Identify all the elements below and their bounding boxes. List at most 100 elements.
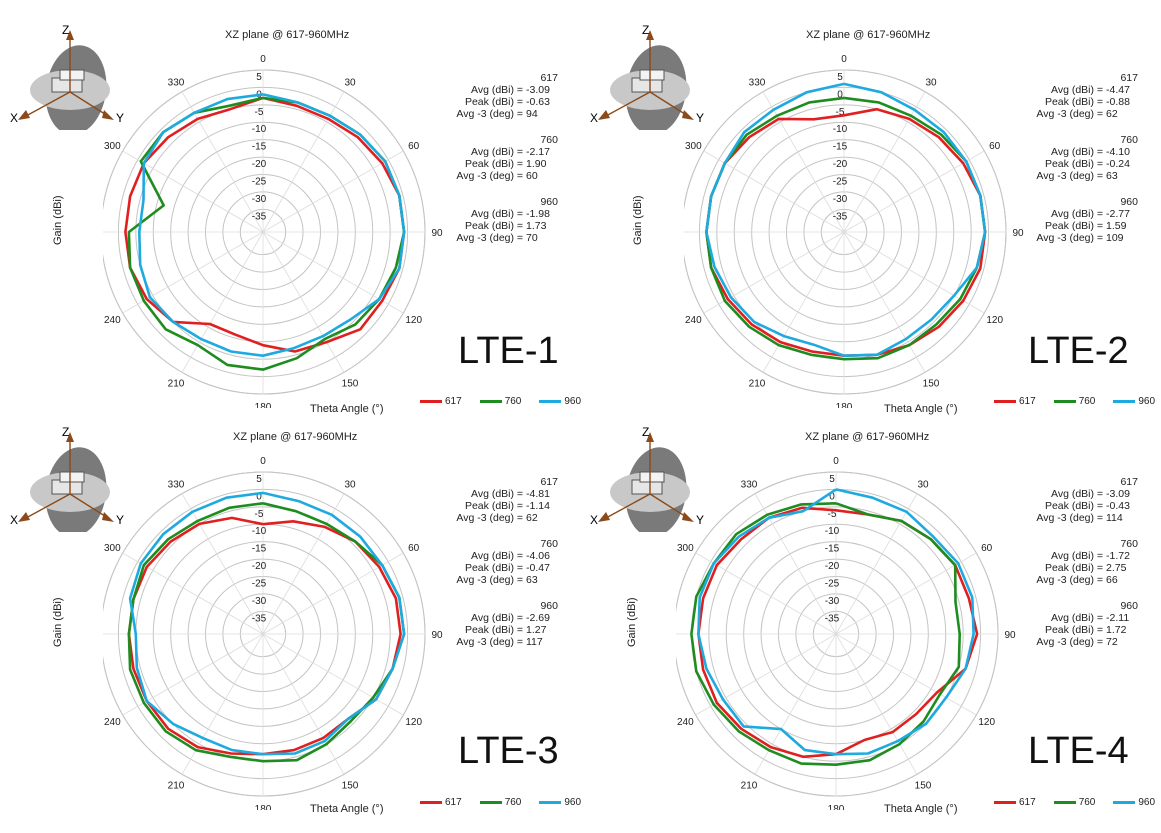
angle-tick-label: 90 — [431, 228, 443, 239]
stats-value: -1.14 — [526, 500, 550, 512]
stats-row-peak: Peak (dBi) = 1.27 — [440, 624, 560, 636]
panel-label: LTE-1 — [458, 330, 559, 372]
grid-spoke — [835, 493, 918, 635]
stats-key: Avg (dBi) — [471, 612, 514, 624]
stats-row-peak: Peak (dBi) = 1.72 — [1020, 624, 1140, 636]
stats-equals: = — [516, 108, 524, 120]
stats-value: 66 — [1106, 574, 1118, 586]
legend-label: 960 — [1138, 396, 1156, 407]
radial-tick-label: 0 — [256, 491, 262, 502]
grid-spoke — [262, 633, 404, 716]
stats-equals: = — [1096, 612, 1104, 624]
x-arrow-icon — [598, 110, 610, 120]
radial-tick-label: 5 — [829, 474, 835, 485]
stats-value: -0.88 — [1106, 96, 1130, 108]
device-box-top — [59, 471, 85, 483]
stats-group-617: 617 Avg (dBi) = -3.09 Peak (dBi) = -0.63 Avg -3… — [440, 72, 560, 120]
stats-key: Avg -3 (deg) — [456, 636, 514, 648]
radial-tick-label: -20 — [833, 159, 848, 170]
legend-item-760: 760 — [1053, 396, 1095, 407]
stats-key: Avg -3 (deg) — [456, 170, 514, 182]
grid-spoke — [703, 150, 845, 233]
stats-value: 109 — [1106, 232, 1124, 244]
radial-tick-label: -15 — [252, 544, 267, 555]
angle-tick-label: 180 — [255, 804, 272, 810]
stats-equals: = — [1096, 624, 1104, 636]
stats-equals: = — [516, 624, 524, 636]
legend-label: 960 — [1138, 797, 1156, 808]
legend-swatch — [1053, 400, 1076, 403]
polar-chart: 030609012015018021024027030033050-5-10-1… — [684, 54, 1024, 408]
stats-equals: = — [516, 636, 524, 648]
radial-tick-label: 5 — [256, 474, 262, 485]
stats-key: Avg -3 (deg) — [456, 574, 514, 586]
y-arrow-icon — [682, 512, 694, 522]
stats-row-avg3: Avg -3 (deg) = 72 — [1020, 636, 1140, 648]
legend-swatch — [994, 400, 1016, 403]
angle-tick-label: 180 — [836, 402, 853, 408]
polar-chart: 030609012015018021024027030033050-5-10-1… — [103, 456, 443, 810]
legend: 617 760 960 — [420, 797, 581, 808]
legend-label: 960 — [564, 797, 582, 808]
polar-grid — [103, 69, 426, 395]
angle-tick-label: 30 — [344, 479, 356, 490]
radial-tick-label: -5 — [255, 509, 264, 520]
radial-tick-label: -5 — [255, 107, 264, 118]
z-axis-text: Z — [642, 425, 649, 439]
stats-row-avg3: Avg -3 (deg) = 117 — [440, 636, 560, 648]
y-arrow-icon — [102, 110, 114, 120]
stats-value: -2.77 — [1106, 208, 1130, 220]
stats-value: 72 — [1106, 636, 1118, 648]
stats-freq-header: 960 — [540, 600, 558, 612]
legend-item-617: 617 — [420, 396, 462, 407]
radial-tick-label: -35 — [833, 211, 848, 222]
legend-swatch — [420, 801, 442, 804]
stats-group-760: 760 Avg (dBi) = -2.17 Peak (dBi) = 1.90 Avg -3 … — [440, 134, 560, 182]
stats-equals: = — [1096, 84, 1104, 96]
stats-key: Avg (dBi) — [471, 146, 514, 158]
stats-group-760: 760 Avg (dBi) = -4.06 Peak (dBi) = -0.47 Avg -3… — [440, 538, 560, 586]
legend-item-960: 960 — [1113, 797, 1155, 808]
stats-freq-header: 617 — [540, 476, 558, 488]
stats-row-peak: Peak (dBi) = 1.73 — [440, 220, 560, 232]
radial-tick-label: 0 — [829, 491, 835, 502]
stats-equals: = — [516, 96, 524, 108]
stats-value: 60 — [526, 170, 538, 182]
axes-icon-drawing: Z X Y — [10, 425, 124, 532]
legend-swatch — [1053, 801, 1076, 804]
stats-row-avg3: Avg -3 (deg) = 94 — [440, 108, 560, 120]
angle-tick-label: 0 — [260, 456, 266, 467]
stats-equals: = — [516, 512, 524, 524]
angle-tick-label: 90 — [431, 630, 443, 641]
stats-group-617: 617 Avg (dBi) = -4.81 Peak (dBi) = -1.14 Avg -3… — [440, 476, 560, 524]
radial-tick-label: -20 — [252, 561, 267, 572]
legend-swatch — [539, 801, 562, 804]
stats-key: Avg (dBi) — [1051, 84, 1094, 96]
angle-tick-label: 300 — [104, 141, 121, 152]
stats-key: Avg -3 (deg) — [1036, 108, 1094, 120]
stats-equals: = — [1096, 208, 1104, 220]
stats-equals: = — [516, 562, 524, 574]
radial-tick-label: -30 — [825, 596, 840, 607]
x-axis-line — [605, 91, 651, 117]
stats-key: Avg (dBi) — [1051, 146, 1094, 158]
angle-tick-label: 330 — [749, 77, 766, 88]
legend-label: 617 — [1019, 396, 1036, 407]
polar-panel-3: Z X Y XZ plane @ 617-960MHz Gain (dBi) 0 30… — [0, 402, 581, 818]
stats-block: 617 Avg (dBi) = -3.09 Peak (dBi) = -0.63 Avg -3… — [440, 72, 560, 258]
x-arrow-icon — [18, 512, 30, 522]
stats-value: 70 — [526, 232, 538, 244]
stats-row-peak: Peak (dBi) = 1.59 — [1020, 220, 1140, 232]
angle-tick-label: 180 — [255, 402, 272, 408]
stats-equals: = — [516, 488, 524, 500]
legend-item-617: 617 — [994, 797, 1036, 808]
radial-tick-label: -25 — [252, 578, 267, 589]
stats-row-peak: Peak (dBi) = -0.24 — [1020, 158, 1140, 170]
stats-row-peak: Peak (dBi) = -0.88 — [1020, 96, 1140, 108]
grid-spoke — [181, 91, 264, 233]
stats-value: 1.90 — [526, 158, 547, 170]
angle-tick-label: 300 — [677, 543, 694, 554]
legend-item-960: 960 — [539, 797, 581, 808]
x-axis-text: X — [590, 513, 598, 527]
z-arrow-icon — [66, 30, 74, 40]
